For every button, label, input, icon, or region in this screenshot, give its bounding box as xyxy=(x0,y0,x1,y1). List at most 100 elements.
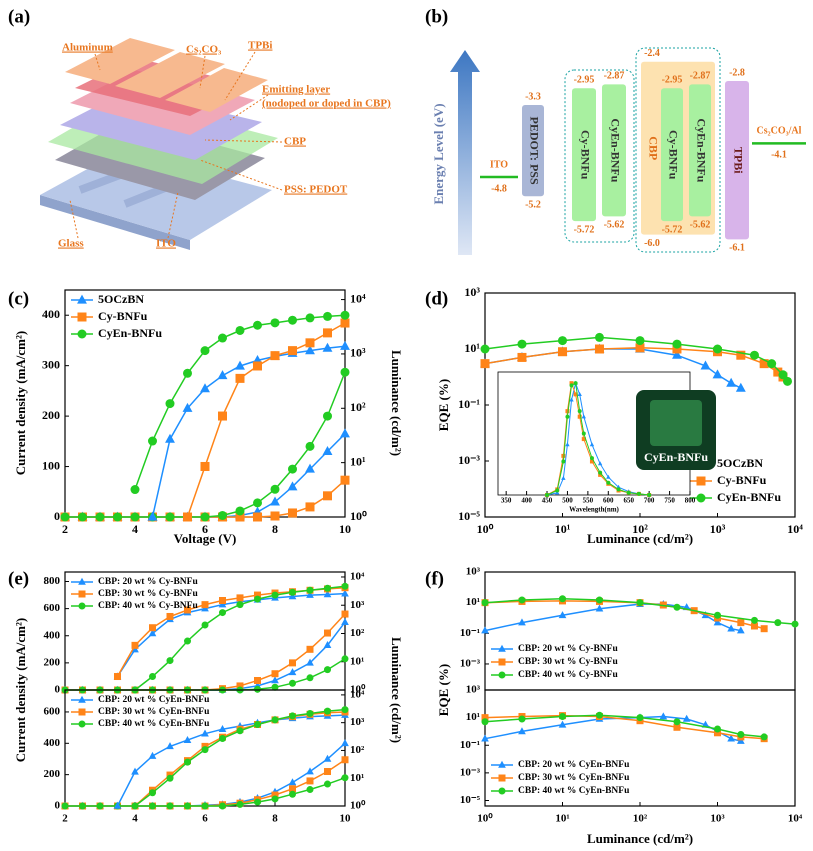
marker xyxy=(271,676,279,684)
layer-name: CBP xyxy=(646,136,660,160)
y2-tick-label: 10⁴ xyxy=(350,291,366,305)
series-line xyxy=(186,322,346,518)
marker xyxy=(481,599,489,607)
x-tick-label: 6 xyxy=(202,813,208,825)
y2-tick-label: 10³ xyxy=(350,346,366,360)
y-tick-label: 400 xyxy=(42,307,60,321)
panel-label: (d) xyxy=(425,288,448,309)
marker xyxy=(760,733,768,741)
marker xyxy=(271,795,279,803)
marker xyxy=(480,359,490,369)
y2-tick-label: 10¹ xyxy=(350,454,366,468)
x-axis-label: Luminance (cd/m²) xyxy=(587,831,693,846)
marker xyxy=(750,622,758,630)
marker xyxy=(760,625,768,633)
marker xyxy=(166,742,174,750)
level-label: -6.0 xyxy=(644,238,660,249)
marker xyxy=(774,619,782,627)
legend-marker xyxy=(498,787,506,795)
device-glow xyxy=(650,400,702,446)
marker xyxy=(254,798,261,806)
marker xyxy=(616,487,621,492)
marker xyxy=(340,475,350,485)
layer-label: TPBi xyxy=(248,40,272,52)
marker xyxy=(149,624,156,632)
marker xyxy=(636,714,644,722)
marker xyxy=(726,377,737,387)
marker xyxy=(271,683,279,691)
marker xyxy=(565,442,570,447)
marker xyxy=(341,756,349,764)
level-label: -2.8 xyxy=(729,67,745,78)
marker xyxy=(340,318,350,328)
marker xyxy=(569,381,574,386)
marker xyxy=(236,800,244,808)
y-tick-label: 10⁻¹ xyxy=(460,627,480,639)
marker xyxy=(219,609,226,617)
marker xyxy=(324,707,331,715)
marker xyxy=(183,512,192,522)
marker xyxy=(253,361,262,371)
x-tick-label: 600 xyxy=(603,497,614,505)
layer-name: CyEn-BNFu xyxy=(694,118,708,182)
legend-label: CBP: 30 wt % Cy-BNFu xyxy=(98,589,198,599)
marker xyxy=(595,711,603,719)
y-tick-label: 200 xyxy=(42,408,60,422)
marker xyxy=(287,481,298,491)
x-tick-label: 800 xyxy=(685,497,696,505)
x-tick-label: 10³ xyxy=(710,522,726,536)
marker xyxy=(218,725,227,733)
marker xyxy=(183,368,192,378)
marker xyxy=(682,714,691,722)
legend-label: 5OCzBN xyxy=(98,292,144,306)
marker xyxy=(606,480,611,485)
y2-tick-label: 10⁴ xyxy=(350,688,365,700)
marker xyxy=(288,346,297,356)
marker xyxy=(324,780,331,788)
marker xyxy=(306,777,314,785)
legend-label: CBP: 30 wt % CyEn-BNFu xyxy=(518,773,630,783)
marker xyxy=(714,729,721,737)
level-label: -5.62 xyxy=(604,220,625,231)
marker xyxy=(200,346,210,356)
marker xyxy=(565,409,570,414)
series-line xyxy=(484,597,796,625)
marker xyxy=(735,382,746,392)
marker xyxy=(559,713,566,721)
marker xyxy=(324,666,331,674)
y-axis-label: EQE (%) xyxy=(436,664,451,716)
y-tick-label: 200 xyxy=(44,656,61,668)
marker xyxy=(166,612,174,620)
legend-marker xyxy=(498,760,506,768)
marker xyxy=(673,603,681,611)
marker xyxy=(713,344,722,354)
marker xyxy=(236,682,244,690)
marker xyxy=(236,727,244,735)
marker xyxy=(270,351,280,361)
marker xyxy=(340,340,350,350)
y-tick-label: 100 xyxy=(42,458,60,472)
marker xyxy=(597,461,603,466)
series-line xyxy=(65,479,346,518)
marker xyxy=(235,512,245,522)
y-tick-label: 0 xyxy=(54,509,60,523)
marker xyxy=(577,409,582,414)
marker xyxy=(271,791,279,799)
marker xyxy=(340,310,350,320)
y-tick-label: 10⁻³ xyxy=(458,453,480,467)
marker xyxy=(558,336,567,346)
x-tick-label: 10¹ xyxy=(555,522,571,536)
marker xyxy=(672,349,682,359)
marker xyxy=(323,328,332,338)
marker xyxy=(341,739,349,747)
marker xyxy=(736,626,745,634)
marker xyxy=(518,715,526,723)
y2-tick-label: 10³ xyxy=(350,599,365,611)
marker xyxy=(305,441,315,451)
marker xyxy=(113,801,122,809)
marker xyxy=(558,611,567,619)
group-box xyxy=(564,69,635,243)
group-box xyxy=(635,47,721,253)
marker xyxy=(235,360,245,370)
